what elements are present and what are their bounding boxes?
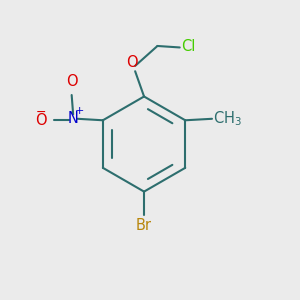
Text: O: O <box>66 74 77 89</box>
Text: O: O <box>35 113 46 128</box>
Text: CH$_3$: CH$_3$ <box>214 110 242 128</box>
Text: −: − <box>36 106 46 119</box>
Text: N: N <box>68 111 79 126</box>
Text: Br: Br <box>136 218 152 233</box>
Text: O: O <box>126 55 138 70</box>
Text: +: + <box>74 106 84 116</box>
Text: Cl: Cl <box>181 39 196 54</box>
